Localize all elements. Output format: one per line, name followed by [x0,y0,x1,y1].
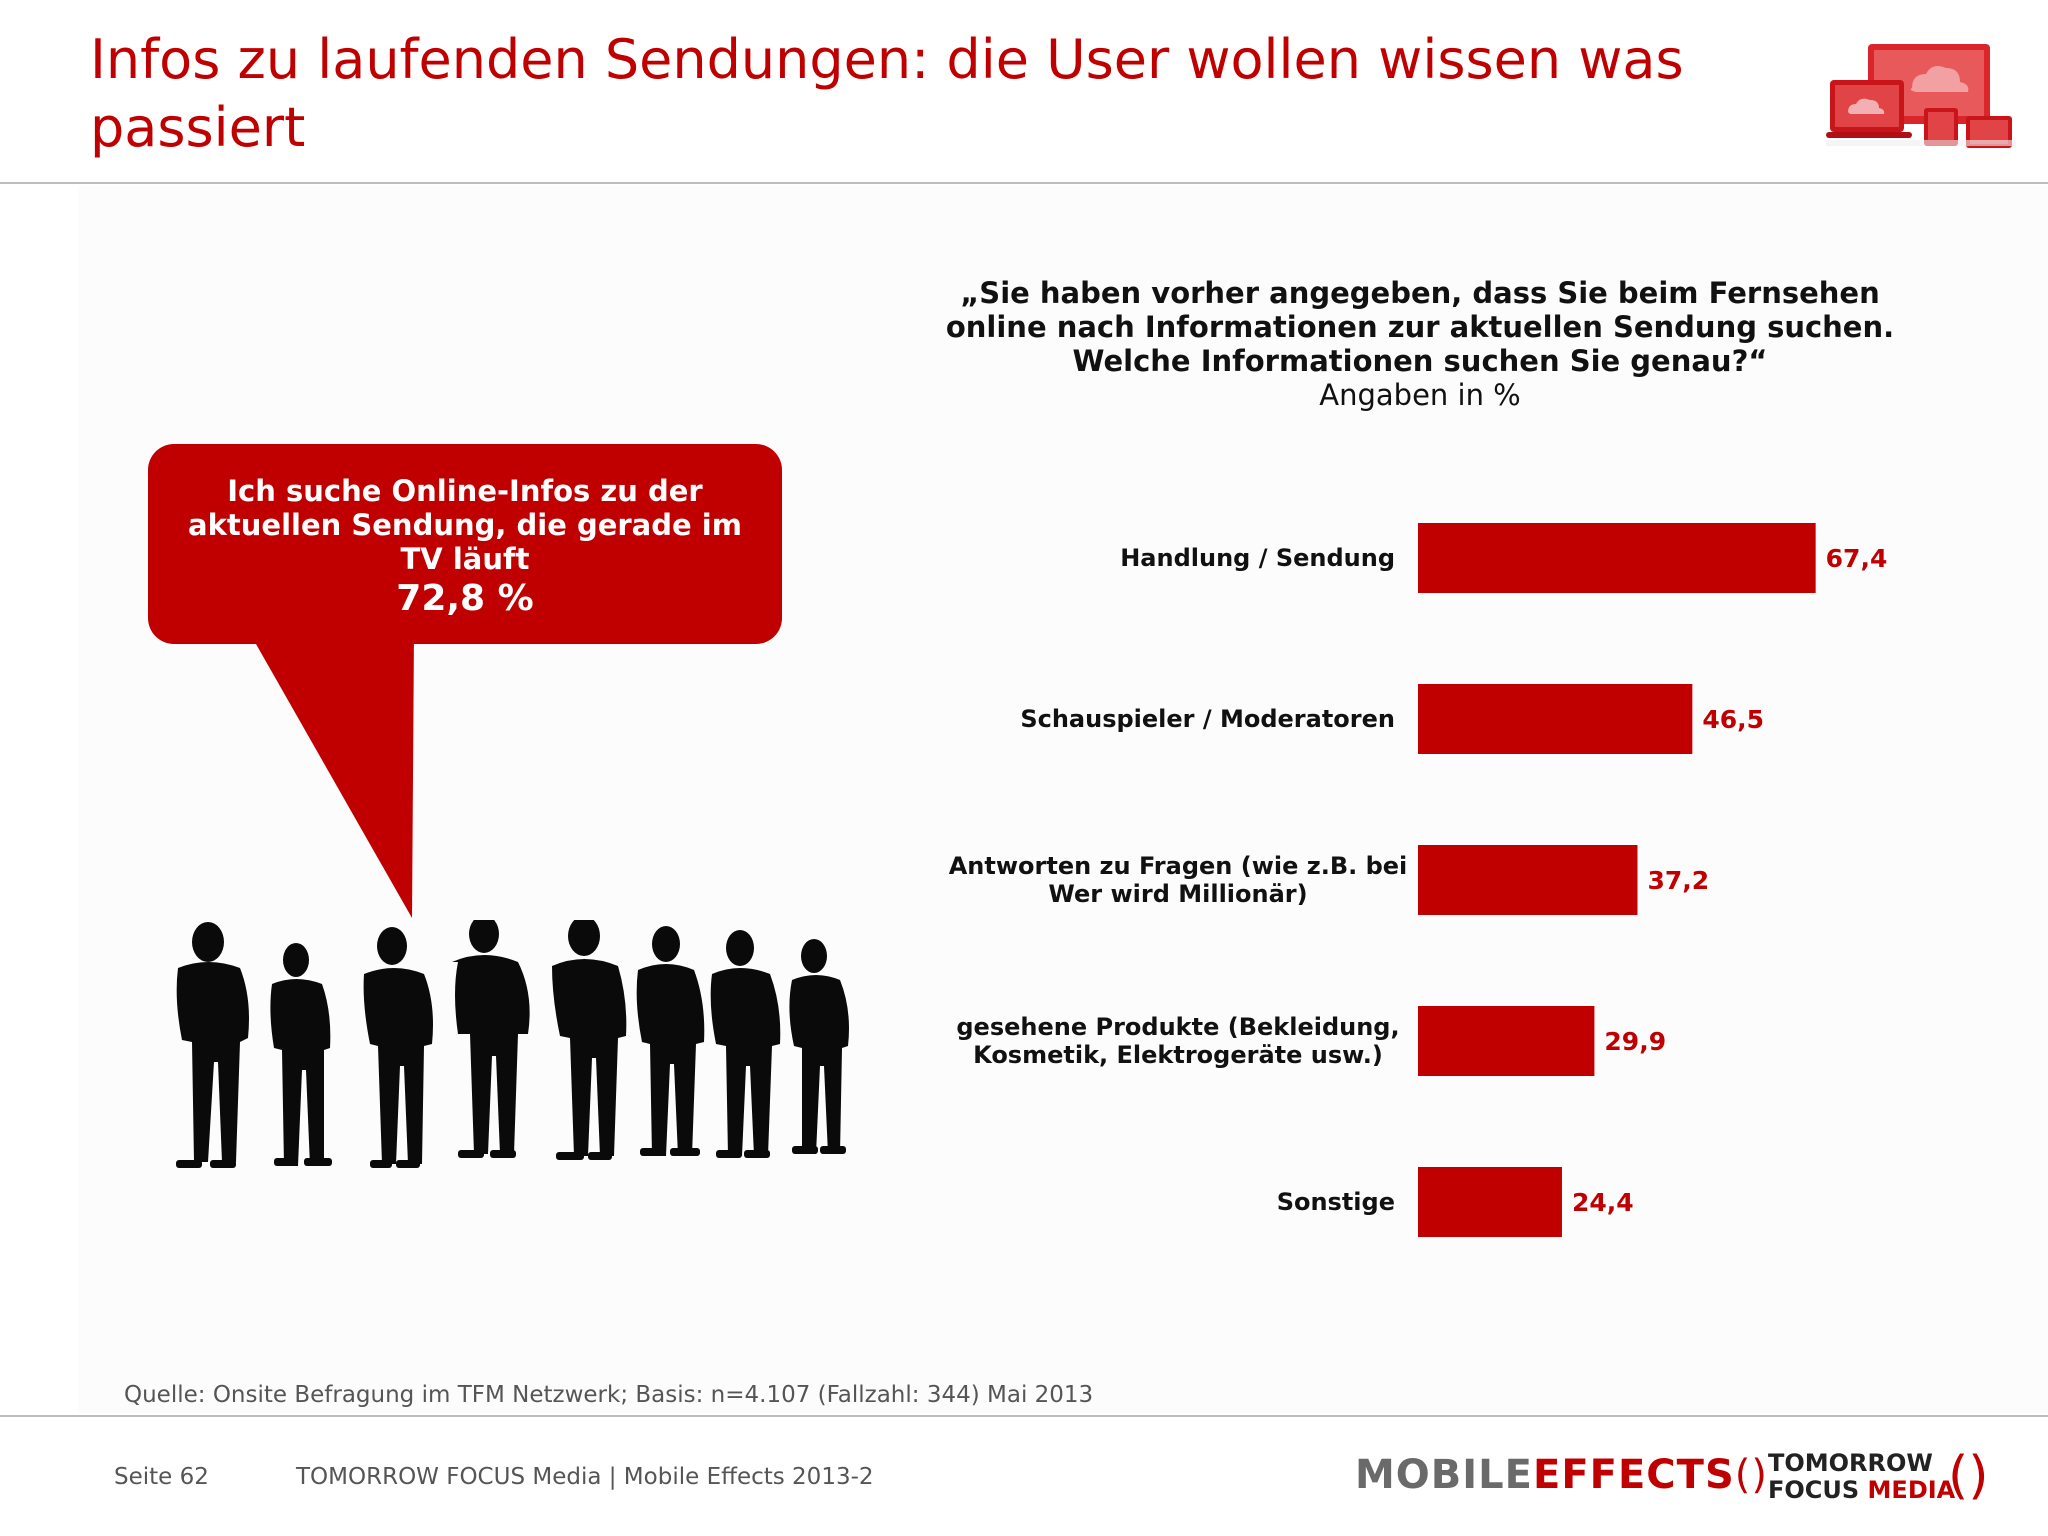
footer-company: TOMORROW FOCUS Media | Mobile Effects 20… [296,1464,874,1490]
logo-word-focus: FOCUS [1768,1476,1860,1504]
logo-word-tomorrow: TOMORROW [1768,1449,1933,1477]
chart-question: „Sie haben vorher angegeben, dass Sie be… [920,276,1920,412]
page-number: Seite 62 [114,1464,209,1490]
callout-text: Ich suche Online-Infos zu der aktuellen … [188,474,742,576]
logo-word-mobile: MOBILE [1355,1452,1533,1498]
question-text: „Sie haben vorher angegeben, dass Sie be… [945,276,1895,378]
page-title: Infos zu laufenden Sendungen: die User w… [90,28,1684,159]
logo-circle-icon: () [1948,1446,1989,1506]
header-divider [0,182,2048,184]
callout-value: 72,8 % [396,578,534,619]
mobile-effects-logo: MOBILEEFFECTS() [1355,1452,1768,1498]
source-note: Quelle: Onsite Befragung im TFM Netzwerk… [124,1382,1094,1408]
footer-divider [0,1415,2048,1417]
unit-label: Angaben in % [1319,378,1521,412]
callout-bubble: Ich suche Online-Infos zu der aktuellen … [148,444,782,644]
devices-cloud-icon [1826,44,2016,148]
logo-parens-icon: () [1734,1452,1768,1498]
people-silhouettes-icon [176,920,849,1168]
logo-word-media: MEDIA [1867,1476,1956,1504]
tomorrow-focus-logo: TOMORROW FOCUS MEDIA [1768,1450,1955,1504]
logo-word-effects: EFFECTS [1533,1452,1735,1498]
